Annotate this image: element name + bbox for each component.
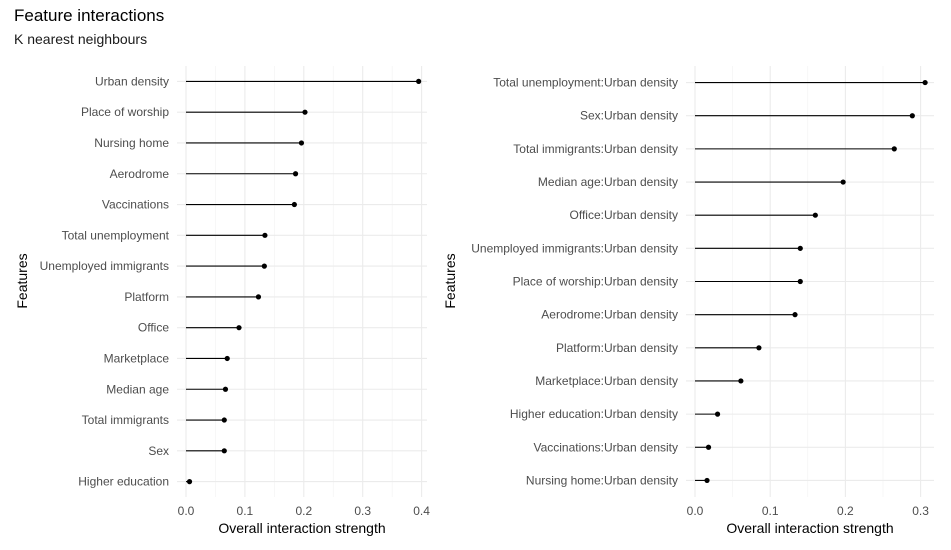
lollipop-point: [291, 201, 297, 208]
x-tick-label: 0.0: [687, 504, 704, 518]
lollipop-point: [922, 79, 928, 86]
y-tick-label: Marketplace:Urban density: [535, 374, 678, 388]
y-tick-label: Marketplace: [104, 351, 170, 365]
lollipop-point: [909, 113, 915, 119]
lollipop-point: [792, 312, 798, 318]
lollipop-point: [891, 146, 897, 152]
x-tick-label: 0.1: [762, 504, 779, 518]
x-tick-label: 0.3: [354, 504, 371, 518]
y-tick-label: Vaccinations:Urban density: [533, 440, 678, 454]
y-tick-label: Place of worship:Urban density: [513, 275, 678, 289]
chart-title: Feature interactions: [14, 6, 165, 25]
y-axis-title: Features: [14, 253, 30, 308]
y-tick-label: Place of worship: [81, 105, 169, 119]
y-tick-label: Higher education: [78, 475, 169, 489]
lollipop-point: [738, 378, 744, 384]
y-axis-title: Features: [442, 253, 458, 308]
lollipop-point: [222, 386, 229, 392]
y-tick-label: Nursing home: [94, 136, 169, 150]
y-tick-label: Urban density: [95, 74, 169, 88]
y-tick-label: Higher education:Urban density: [510, 407, 678, 421]
y-tick-label: Platform: [124, 290, 169, 304]
x-tick-label: 0.2: [295, 504, 312, 518]
x-axis-title: Overall interaction strength: [218, 520, 385, 536]
lollipop-point: [704, 477, 710, 484]
y-tick-label: Platform:Urban density: [556, 341, 678, 355]
lollipop-point: [302, 109, 308, 115]
chart-subtitle: K nearest neighbours: [14, 31, 148, 47]
lollipop-point: [705, 444, 712, 450]
x-axis-title: Overall interaction strength: [726, 520, 893, 536]
lollipop-point: [186, 479, 193, 485]
y-tick-label: Nursing home:Urban density: [526, 473, 678, 487]
x-tick-label: 0.2: [837, 504, 854, 518]
y-tick-label: Office: [138, 321, 169, 335]
lollipop-point: [292, 171, 299, 177]
lollipop-point: [812, 212, 818, 218]
lollipop-point: [261, 263, 267, 269]
y-tick-label: Total immigrants:Urban density: [513, 142, 678, 156]
x-tick-label: 0.0: [178, 504, 195, 518]
y-tick-label: Total unemployment:Urban density: [493, 76, 678, 90]
y-tick-label: Median age: [106, 382, 169, 396]
y-tick-label: Vaccinations: [102, 198, 169, 212]
lollipop-point: [236, 325, 242, 331]
y-tick-label: Unemployed immigrants:Urban density: [471, 241, 678, 255]
y-tick-label: Unemployed immigrants: [40, 259, 169, 273]
y-tick-label: Office:Urban density: [570, 208, 679, 222]
lollipop-point: [298, 140, 305, 146]
x-tick-label: 0.4: [413, 504, 430, 518]
lollipop-point: [224, 355, 230, 362]
lollipop-point: [221, 417, 227, 423]
y-tick-label: Median age:Urban density: [538, 175, 678, 189]
y-tick-label: Total immigrants: [82, 413, 169, 427]
x-tick-label: 0.3: [912, 504, 929, 518]
lollipop-point: [840, 179, 846, 185]
lollipop-point: [756, 345, 762, 351]
panel-2: Total unemployment:Urban density Sex:Urba…: [442, 66, 934, 536]
y-tick-label: Sex: [148, 444, 169, 458]
y-tick-label: Sex:Urban density: [580, 109, 678, 123]
lollipop-point: [221, 448, 227, 454]
lollipop-point: [714, 411, 721, 417]
x-tick-label: 0.1: [237, 504, 254, 518]
lollipop-point: [797, 278, 803, 285]
y-tick-label: Aerodrome: [110, 167, 170, 181]
lollipop-point: [797, 245, 803, 251]
panel-1: Urban density Place of worship Nursing hom…: [14, 66, 430, 536]
lollipop-point: [416, 78, 422, 84]
lollipop-point: [255, 294, 262, 300]
lollipop-point: [262, 232, 268, 238]
y-tick-label: Total unemployment: [62, 228, 170, 242]
y-tick-label: Aerodrome:Urban density: [541, 308, 678, 322]
